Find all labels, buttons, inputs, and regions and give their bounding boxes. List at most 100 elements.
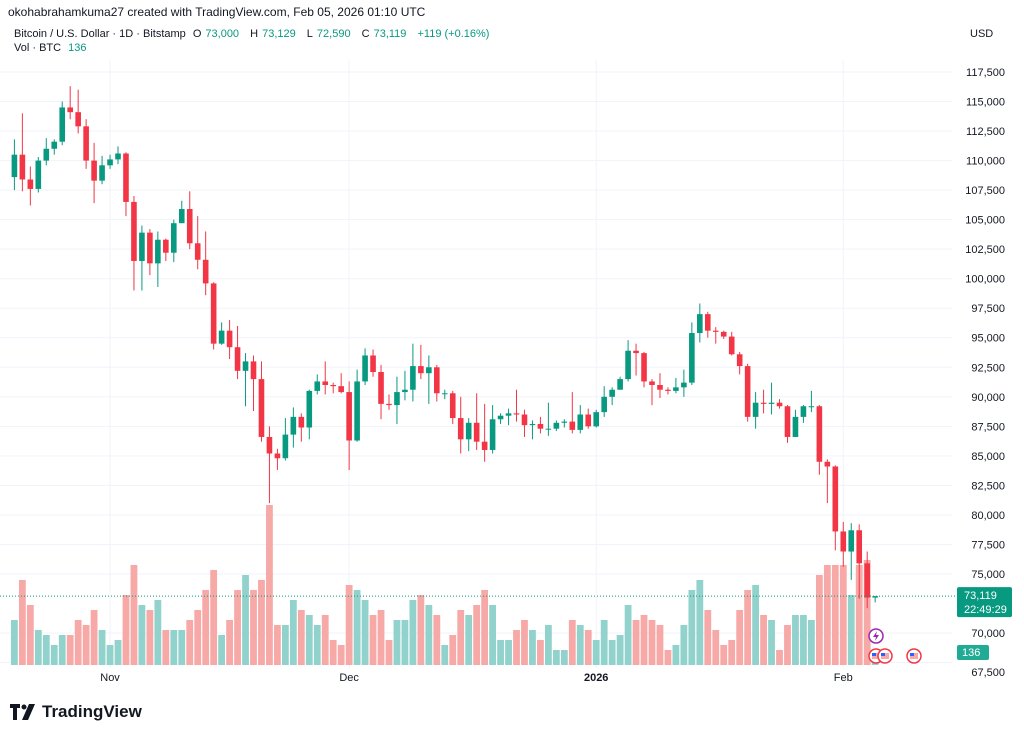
candle-body bbox=[609, 389, 615, 397]
volume-bar bbox=[385, 640, 393, 665]
volume-bar bbox=[274, 625, 281, 665]
volume-bar bbox=[289, 600, 297, 665]
volume-bar bbox=[544, 625, 552, 665]
candle-body bbox=[362, 355, 368, 382]
volume-bar bbox=[50, 645, 58, 665]
volume-bar bbox=[560, 650, 568, 665]
volume-label[interactable]: Vol · BTC bbox=[14, 42, 62, 54]
volume-bar bbox=[680, 625, 688, 665]
volume-bar bbox=[162, 630, 170, 665]
candle-body bbox=[497, 415, 504, 420]
volume-bar bbox=[234, 590, 241, 665]
candle-body bbox=[617, 379, 623, 390]
candle-body bbox=[465, 422, 472, 440]
volume-bar bbox=[417, 595, 425, 665]
candle-body bbox=[521, 414, 528, 426]
volume-bar bbox=[839, 565, 847, 665]
y-tick-label: 92,500 bbox=[971, 362, 1005, 374]
candle-body bbox=[274, 453, 281, 459]
candle-body bbox=[720, 331, 727, 337]
volume-bar bbox=[592, 640, 600, 665]
candle-body bbox=[673, 387, 679, 391]
candle-body bbox=[290, 416, 297, 435]
x-tick-label: Dec bbox=[339, 672, 359, 684]
y-tick-label: 102,500 bbox=[965, 244, 1005, 256]
candle-body bbox=[449, 393, 456, 419]
candle-body bbox=[728, 336, 735, 355]
volume-bar bbox=[154, 600, 162, 665]
volume-bar bbox=[393, 620, 401, 665]
candle-body bbox=[99, 165, 105, 181]
volume-bar bbox=[138, 605, 146, 665]
ohlc-low: L 72,590 bbox=[307, 28, 355, 40]
volume-bar bbox=[11, 620, 18, 665]
volume-bar bbox=[473, 605, 481, 665]
candle-body bbox=[202, 259, 209, 284]
candle-body bbox=[641, 353, 647, 382]
candle-body bbox=[537, 423, 544, 429]
volume-bar bbox=[704, 610, 712, 665]
candle-body bbox=[577, 414, 584, 430]
volume-bar bbox=[226, 620, 233, 665]
y-tick-label: 95,000 bbox=[971, 333, 1005, 345]
candle-body bbox=[744, 366, 751, 417]
volume-bar bbox=[537, 640, 544, 665]
volume-bar bbox=[345, 585, 353, 665]
volume-bar bbox=[122, 595, 130, 665]
candle-body bbox=[282, 434, 289, 459]
x-tick-label: Nov bbox=[100, 672, 120, 684]
volume-bar bbox=[329, 640, 337, 665]
candle-body bbox=[19, 154, 26, 180]
volume-bar bbox=[648, 620, 656, 665]
candle-body bbox=[322, 381, 329, 385]
candle-body bbox=[171, 223, 177, 253]
volume-bar bbox=[847, 595, 855, 665]
y-tick-label: 77,500 bbox=[971, 539, 1005, 551]
currency-label[interactable]: USD bbox=[970, 28, 994, 40]
volume-bar bbox=[552, 650, 560, 665]
volume-bar bbox=[130, 565, 138, 665]
volume-bar bbox=[712, 630, 720, 665]
volume-bar bbox=[768, 620, 775, 665]
candle-body bbox=[338, 386, 344, 393]
volume-bar bbox=[441, 645, 449, 665]
candle-body bbox=[457, 418, 464, 440]
volume-bar bbox=[481, 590, 489, 665]
ohlc-close: C 73,119 bbox=[362, 28, 411, 40]
volume-bar bbox=[361, 600, 369, 665]
volume-bar bbox=[82, 625, 90, 665]
y-tick-label: 110,000 bbox=[966, 156, 1005, 168]
volume-bar bbox=[74, 620, 82, 665]
candle-body bbox=[314, 381, 321, 391]
candle-body bbox=[131, 201, 137, 261]
candle-body bbox=[872, 596, 878, 598]
volume-bar bbox=[640, 615, 648, 665]
volume-bar bbox=[281, 625, 289, 665]
ohlc-close-label: C bbox=[361, 28, 370, 40]
candle-body bbox=[27, 179, 34, 189]
tradingview-logo-icon bbox=[10, 704, 35, 720]
volume-bar bbox=[776, 650, 783, 665]
volume-bar bbox=[313, 625, 321, 665]
volume-bar bbox=[114, 640, 122, 665]
volume-bar bbox=[42, 635, 50, 665]
volume-bar bbox=[760, 615, 767, 665]
volume-bar bbox=[728, 640, 736, 665]
candle-body bbox=[378, 371, 384, 404]
volume-bar bbox=[489, 605, 496, 665]
candle-body bbox=[505, 413, 512, 416]
candle-body bbox=[473, 422, 480, 442]
candle-body bbox=[529, 423, 536, 426]
volume-bar bbox=[98, 630, 106, 665]
price-change: +119 (+0.16%) bbox=[417, 28, 490, 40]
candle-body bbox=[91, 160, 97, 181]
attribution-text: okohabrahamkuma27 created with TradingVi… bbox=[8, 5, 426, 19]
last-price-value: 73,119 bbox=[964, 590, 997, 602]
volume-bar bbox=[146, 610, 154, 665]
volume-bar bbox=[608, 640, 616, 665]
candle-body bbox=[864, 563, 870, 598]
candle-body bbox=[800, 406, 807, 417]
symbol-name[interactable]: Bitcoin / U.S. Dollar · 1D · Bitstamp bbox=[14, 28, 186, 40]
